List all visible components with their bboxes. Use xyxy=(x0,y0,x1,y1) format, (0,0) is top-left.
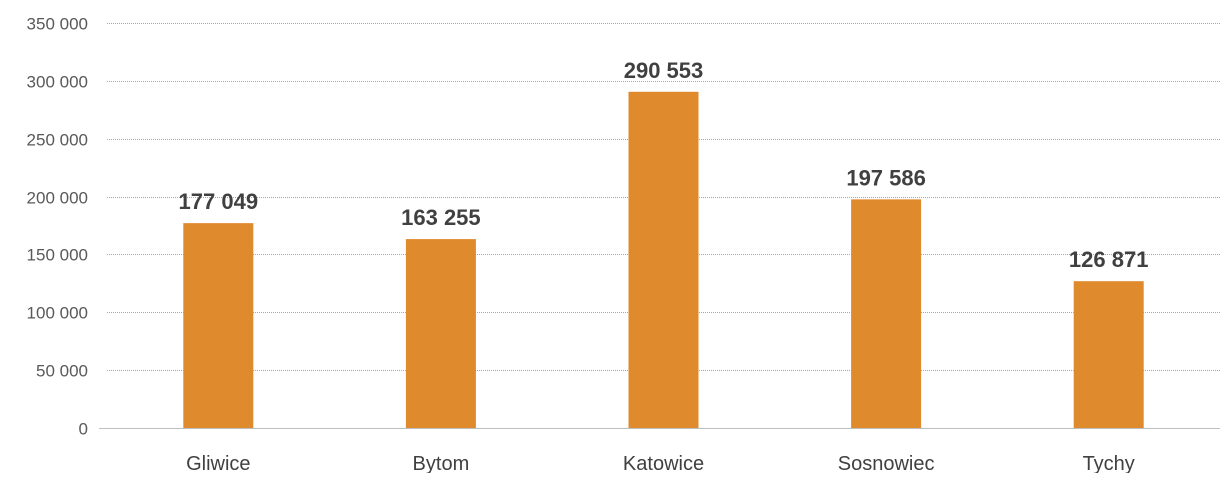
data-label: 290 553 xyxy=(624,58,704,83)
x-category-label: Katowice xyxy=(623,453,704,473)
data-label: 126 871 xyxy=(1069,247,1149,272)
bars xyxy=(183,91,1144,429)
bar-gliwice xyxy=(183,223,254,428)
y-tick-label: 0 xyxy=(79,420,88,439)
y-tick-label: 50 000 xyxy=(36,362,88,381)
y-tick-label: 150 000 xyxy=(27,246,88,265)
x-category-label: Gliwice xyxy=(186,453,250,473)
y-tick-label: 300 000 xyxy=(27,73,88,92)
bar-bytom xyxy=(405,239,476,428)
bar-katowice xyxy=(628,91,699,429)
data-labels: 177 049 163 255 290 553 197 586 126 871 xyxy=(179,58,1149,272)
bar-sosnowiec xyxy=(851,199,922,428)
x-category-label: Bytom xyxy=(413,453,470,473)
y-tick-label: 200 000 xyxy=(27,189,88,208)
y-tick-labels: 0 50 000 100 000 150 000 200 000 250 000 300 0… xyxy=(27,15,88,439)
y-tick-label: 250 000 xyxy=(27,131,88,150)
bar-tychy xyxy=(1073,281,1144,428)
y-tick-label: 350 000 xyxy=(27,15,88,34)
x-category-label: Tychy xyxy=(1083,453,1135,473)
x-category-labels: Gliwice Bytom Katowice Sosnowiec Tychy xyxy=(186,453,1135,475)
data-label: 197 586 xyxy=(846,165,926,190)
y-tick-label: 100 000 xyxy=(27,304,88,323)
x-category-label: Sosnowiec xyxy=(838,453,935,473)
data-label: 163 255 xyxy=(401,205,481,230)
data-label: 177 049 xyxy=(179,189,259,214)
